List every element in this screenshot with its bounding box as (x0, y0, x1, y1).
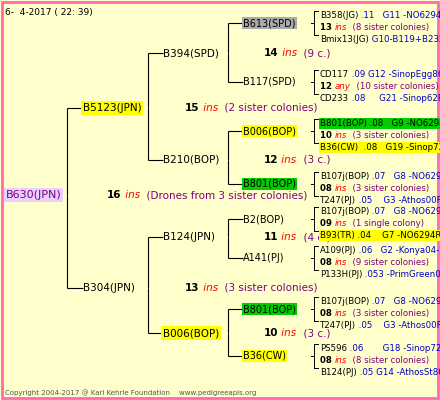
Text: .06   G2 -Konya04-2: .06 G2 -Konya04-2 (356, 246, 440, 255)
Text: 09: 09 (320, 219, 335, 228)
Text: B304(JPN): B304(JPN) (83, 283, 135, 293)
Text: 6-  4-2017 ( 22: 39): 6- 4-2017 ( 22: 39) (5, 8, 93, 17)
Text: (3 sister colonies): (3 sister colonies) (218, 283, 317, 293)
Text: ins: ins (199, 103, 218, 113)
Text: B801(BOP): B801(BOP) (243, 304, 296, 314)
Text: 16: 16 (107, 190, 121, 200)
Text: .05 G14 -AthosSt80R: .05 G14 -AthosSt80R (357, 368, 440, 377)
Text: B107j(BOP): B107j(BOP) (320, 207, 369, 216)
Text: .06       G18 -Sinop72R: .06 G18 -Sinop72R (347, 344, 440, 353)
Text: ins: ins (335, 258, 347, 267)
Text: 10: 10 (320, 131, 335, 140)
Text: B006(BOP): B006(BOP) (163, 328, 219, 338)
Text: 10: 10 (264, 328, 279, 338)
Text: (1 single colony): (1 single colony) (347, 219, 424, 228)
Text: B358(JG): B358(JG) (320, 11, 358, 20)
Text: .09 G12 -SinopEgg86R: .09 G12 -SinopEgg86R (349, 70, 440, 79)
Text: ins: ins (335, 309, 347, 318)
Text: ins: ins (335, 356, 347, 365)
Text: T247(PJ): T247(PJ) (320, 196, 356, 205)
Text: Bmix13(JG): Bmix13(JG) (320, 35, 369, 44)
Text: (Drones from 3 sister colonies): (Drones from 3 sister colonies) (139, 190, 307, 200)
Text: ins: ins (279, 48, 297, 58)
Text: 14: 14 (264, 48, 279, 58)
Text: 08: 08 (320, 309, 335, 318)
Text: B801(BOP) .08   G9 -NO6294R: B801(BOP) .08 G9 -NO6294R (320, 119, 440, 128)
Text: (4 c.): (4 c.) (297, 232, 330, 242)
Text: 12: 12 (264, 155, 279, 165)
Text: .07   G8 -NO6294R: .07 G8 -NO6294R (369, 207, 440, 216)
Text: A141(PJ): A141(PJ) (243, 253, 285, 263)
Text: (8 sister colonies): (8 sister colonies) (347, 356, 429, 365)
Text: 15: 15 (185, 103, 199, 113)
Text: 08: 08 (320, 258, 335, 267)
Text: .11   G11 -NO6294R: .11 G11 -NO6294R (358, 11, 440, 20)
Text: T247(PJ): T247(PJ) (320, 321, 356, 330)
Text: B36(CW): B36(CW) (243, 351, 286, 361)
Text: (9 c.): (9 c.) (297, 48, 330, 58)
Text: B124(JPN): B124(JPN) (163, 232, 215, 242)
Text: ins: ins (199, 283, 218, 293)
Text: ins: ins (335, 184, 347, 193)
Text: PS596: PS596 (320, 344, 347, 353)
Text: 12: 12 (320, 82, 335, 91)
Text: (3 sister colonies): (3 sister colonies) (347, 309, 429, 318)
Text: (3 c.): (3 c.) (297, 155, 330, 165)
Text: B107j(BOP): B107j(BOP) (320, 297, 369, 306)
Text: (10 sister colonies): (10 sister colonies) (351, 82, 439, 91)
Text: B117(SPD): B117(SPD) (243, 77, 296, 87)
Text: Copyright 2004-2017 @ Karl Kehrle Foundation    www.pedigreeapis.org: Copyright 2004-2017 @ Karl Kehrle Founda… (5, 389, 257, 396)
Text: ins: ins (279, 328, 297, 338)
Text: B2(BOP): B2(BOP) (243, 214, 284, 224)
Text: 13: 13 (320, 23, 335, 32)
Text: .07   G8 -NO6294R: .07 G8 -NO6294R (369, 172, 440, 181)
Text: B394(SPD): B394(SPD) (163, 48, 219, 58)
Text: ins: ins (335, 131, 347, 140)
Text: ins: ins (279, 232, 297, 242)
Text: ins: ins (335, 23, 347, 32)
Text: (2 sister colonies): (2 sister colonies) (218, 103, 317, 113)
Text: P133H(PJ): P133H(PJ) (320, 270, 363, 279)
Text: .07   G8 -NO6294R: .07 G8 -NO6294R (369, 297, 440, 306)
Text: CD117: CD117 (320, 70, 349, 79)
Text: (8 sister colonies): (8 sister colonies) (347, 23, 429, 32)
Text: 13: 13 (185, 283, 199, 293)
Text: ins: ins (335, 219, 347, 228)
Text: .053 -PrimGreen00: .053 -PrimGreen00 (363, 270, 440, 279)
Text: ins: ins (121, 190, 139, 200)
Text: (3 sister colonies): (3 sister colonies) (347, 184, 429, 193)
Text: any: any (335, 82, 351, 91)
Text: G10-B119+B235+B: G10-B119+B235+B (369, 35, 440, 44)
Text: CD233: CD233 (320, 94, 349, 103)
Text: (9 sister colonies): (9 sister colonies) (347, 258, 429, 267)
Text: .08     G21 -Sinop62R: .08 G21 -Sinop62R (349, 94, 440, 103)
Text: 08: 08 (320, 184, 335, 193)
Text: .05    G3 -Athos00R: .05 G3 -Athos00R (356, 321, 440, 330)
Text: B801(BOP): B801(BOP) (243, 179, 296, 189)
Text: B006(BOP): B006(BOP) (243, 126, 296, 136)
Text: 08: 08 (320, 356, 335, 365)
Text: ins: ins (279, 155, 297, 165)
Text: (3 sister colonies): (3 sister colonies) (347, 131, 429, 140)
Text: B210(BOP): B210(BOP) (163, 155, 220, 165)
Text: (3 c.): (3 c.) (297, 328, 330, 338)
Text: B93(TR) .04    G7 -NO6294R: B93(TR) .04 G7 -NO6294R (320, 231, 440, 240)
Text: B107j(BOP): B107j(BOP) (320, 172, 369, 181)
Text: B5123(JPN): B5123(JPN) (83, 103, 142, 113)
Text: B630(JPN): B630(JPN) (6, 190, 62, 200)
Text: B613(SPD): B613(SPD) (243, 18, 296, 28)
Text: .05    G3 -Athos00R: .05 G3 -Athos00R (356, 196, 440, 205)
Text: B36(CW)  .08   G19 -Sinop72R: B36(CW) .08 G19 -Sinop72R (320, 143, 440, 152)
Text: B124(PJ): B124(PJ) (320, 368, 357, 377)
Text: A109(PJ): A109(PJ) (320, 246, 356, 255)
Text: 11: 11 (264, 232, 279, 242)
